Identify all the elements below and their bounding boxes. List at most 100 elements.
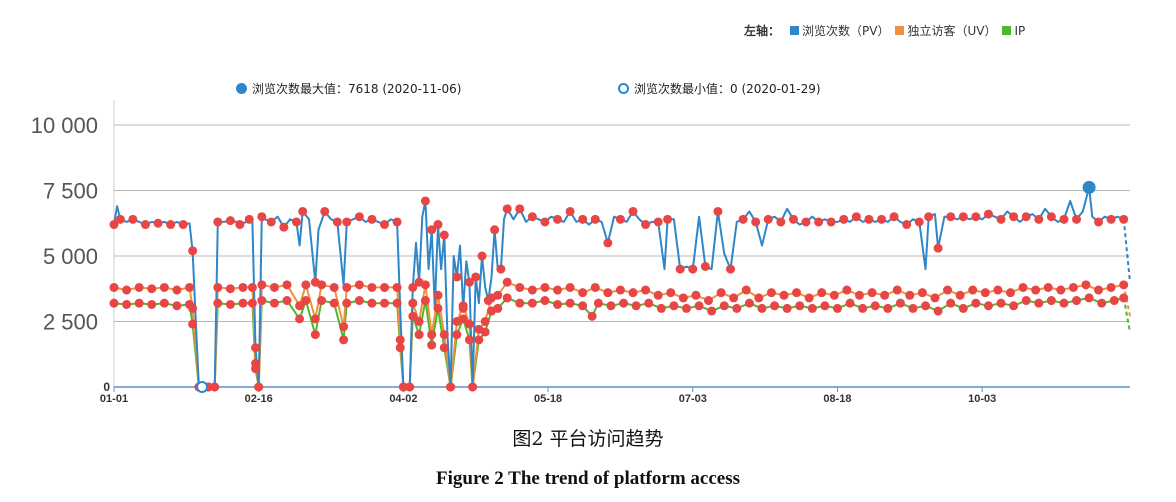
data-point-uv	[792, 288, 802, 298]
data-point-ip	[757, 303, 767, 313]
data-point-ip	[109, 298, 119, 308]
data-point-uv	[754, 293, 764, 303]
x-tick-label: 01-01	[100, 393, 128, 405]
chart-area: 0 2 500 5 000 7 500 10 000 01-01 02-16 04-02 05-…	[31, 100, 1131, 405]
data-point-ip	[159, 298, 169, 308]
data-point-uv	[452, 317, 462, 326]
data-point-ip	[983, 301, 993, 311]
data-point-ip	[858, 303, 868, 313]
data-point-ip	[1109, 296, 1119, 306]
data-point-pv	[471, 272, 481, 282]
data-point-ip	[427, 340, 437, 350]
legend-axis-title: 左轴：	[744, 24, 781, 38]
data-point-uv	[854, 290, 864, 300]
data-point-ip	[282, 296, 292, 306]
data-point-uv	[779, 290, 789, 300]
data-point-uv	[188, 303, 198, 313]
data-point-ip	[832, 303, 842, 313]
data-point-uv	[238, 282, 248, 292]
data-point-pv	[1021, 212, 1031, 222]
data-point-pv	[342, 217, 352, 227]
data-point-pv	[851, 212, 861, 222]
max-marker-icon	[236, 83, 247, 94]
data-point-uv	[172, 285, 182, 295]
data-point-pv	[688, 264, 698, 274]
data-point-ip	[619, 298, 629, 308]
data-point-ip	[732, 303, 742, 313]
data-point-pv	[452, 272, 462, 282]
max-annotation-text: 浏览次数最大值：7618 (2020-11-06)	[252, 82, 462, 96]
data-point-pv	[320, 206, 330, 216]
data-point-pv	[1034, 214, 1044, 224]
data-point-pv	[380, 220, 390, 230]
data-point-pv	[279, 222, 289, 232]
data-point-pv	[477, 251, 487, 261]
data-point-pv	[464, 277, 474, 287]
data-point-uv	[892, 285, 902, 295]
data-point-uv	[666, 288, 676, 298]
data-point-uv	[392, 282, 402, 292]
data-point-uv	[480, 317, 490, 326]
data-point-uv	[1068, 282, 1078, 292]
data-point-pv	[446, 382, 456, 392]
data-point-uv	[716, 288, 726, 298]
data-point-pv	[801, 217, 811, 227]
y-tick-label: 0	[103, 380, 110, 394]
caption-cn: 图2 平台访问趋势	[512, 428, 664, 450]
data-point-pv	[115, 214, 125, 224]
data-point-pv	[140, 220, 150, 230]
data-point-uv	[474, 324, 484, 334]
data-point-ip	[933, 306, 943, 316]
data-point-uv	[565, 282, 575, 292]
data-point-ip	[631, 301, 641, 311]
min-marker-icon	[618, 83, 629, 94]
data-point-ip	[122, 299, 132, 309]
data-point-pv	[527, 212, 537, 222]
data-point-uv	[1031, 285, 1041, 295]
data-point-ip	[493, 303, 503, 313]
data-point-ip	[770, 301, 780, 311]
data-point-ip	[380, 298, 390, 308]
data-point-ip	[225, 299, 235, 309]
data-point-ip	[681, 303, 691, 313]
legend-ip-label[interactable]: IP	[1014, 23, 1026, 38]
data-point-uv	[955, 290, 965, 300]
data-point-uv	[380, 282, 390, 292]
data-point-pv	[877, 214, 887, 224]
data-point-uv	[301, 280, 311, 290]
data-point-pv	[540, 217, 550, 227]
data-point-pv	[1046, 212, 1056, 222]
data-point-ip	[1059, 298, 1069, 308]
data-point-ip	[946, 298, 956, 308]
data-point-pv	[615, 214, 625, 224]
data-point-pv	[788, 214, 798, 224]
data-point-ip	[1046, 296, 1056, 306]
data-point-uv	[433, 290, 443, 300]
data-point-ip	[452, 330, 462, 340]
data-point-ip	[1034, 298, 1044, 308]
data-point-ip	[392, 298, 402, 308]
data-point-uv	[427, 330, 437, 340]
data-point-ip	[317, 296, 327, 306]
data-point-pv	[1094, 217, 1104, 227]
legend-uv-label[interactable]: 独立访客（UV）	[907, 24, 997, 38]
data-point-pv	[483, 296, 493, 306]
legend-pv-label[interactable]: 浏览次数（PV）	[802, 24, 890, 38]
data-point-uv	[804, 293, 814, 303]
x-tick-label: 07-03	[679, 393, 707, 405]
data-point-pv	[251, 343, 261, 353]
data-point-uv	[829, 290, 839, 300]
data-point-pv	[763, 214, 773, 224]
data-point-pv	[153, 218, 163, 228]
data-point-pv	[902, 220, 912, 230]
data-point-ip	[439, 343, 449, 353]
data-point-ip	[587, 311, 597, 321]
data-point-uv	[414, 317, 424, 326]
data-point-uv	[1081, 280, 1091, 290]
data-point-ip	[474, 335, 484, 345]
data-point-uv	[257, 280, 267, 290]
data-point-pv	[663, 214, 673, 224]
data-point-uv	[867, 288, 877, 298]
data-point-pv	[971, 212, 981, 222]
data-point-uv	[980, 288, 990, 298]
